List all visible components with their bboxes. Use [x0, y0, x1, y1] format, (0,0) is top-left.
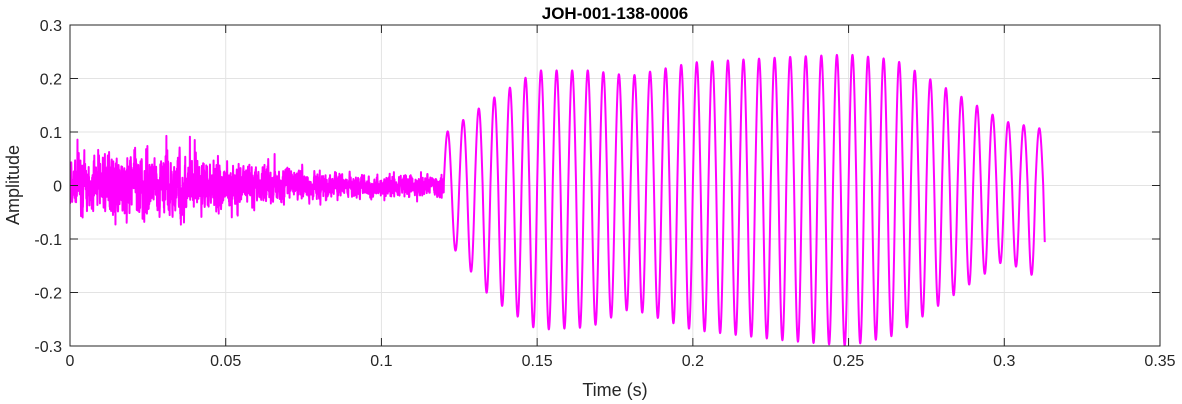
x-tick-label: 0.15: [522, 353, 553, 370]
axis-ticks: 0 0.05 0.1 0.15 0.2 0.25 0.3 0.35 -0.3 -0.2 -0.1 0 0…: [34, 18, 1175, 370]
x-tick-label: 0.3: [993, 353, 1015, 370]
x-tick-label: 0: [66, 353, 75, 370]
y-tick-label: -0.2: [34, 286, 62, 303]
chart-title: JOH-001-138-0006: [542, 4, 688, 23]
x-tick-label: 0.05: [210, 353, 241, 370]
x-tick-label: 0.35: [1144, 353, 1175, 370]
x-tick-label: 0.25: [833, 353, 864, 370]
y-tick-label: 0.3: [40, 18, 62, 35]
y-tick-label: 0.1: [40, 125, 62, 142]
x-tick-label: 0.1: [370, 353, 392, 370]
y-tick-label: 0: [53, 179, 62, 196]
x-axis-label: Time (s): [582, 380, 647, 400]
y-axis-label: Amplitude: [3, 145, 23, 225]
y-tick-label: -0.3: [34, 339, 62, 356]
y-tick-label: -0.1: [34, 232, 62, 249]
amplitude-series-line: [70, 53, 1046, 346]
x-tick-label: 0.2: [682, 353, 704, 370]
y-tick-label: 0.2: [40, 72, 62, 89]
